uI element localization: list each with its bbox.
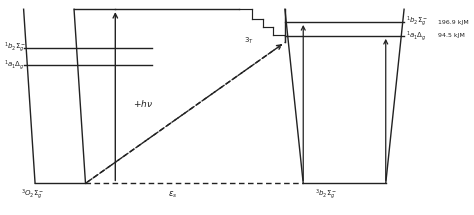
Text: $^3b_2\Sigma_g^-$: $^3b_2\Sigma_g^-$ [315,188,337,202]
Text: $3_T$: $3_T$ [244,36,254,46]
Text: $\epsilon_s$: $\epsilon_s$ [168,190,177,200]
Text: $^1a_1\Delta_g$: $^1a_1\Delta_g$ [406,29,427,43]
Text: $^1b_2\Sigma_g^-$: $^1b_2\Sigma_g^-$ [406,15,428,29]
Text: $+ h\nu$: $+ h\nu$ [133,98,153,109]
Text: 94.5 kJM: 94.5 kJM [438,34,465,38]
Text: $^1a_1\Delta_g$: $^1a_1\Delta_g$ [4,58,25,72]
Text: 196.9 kJM: 196.9 kJM [438,20,469,25]
Text: $^1b_2\Sigma_g^-$: $^1b_2\Sigma_g^-$ [4,40,27,55]
Text: $^3O_2\Sigma_g^-$: $^3O_2\Sigma_g^-$ [21,188,45,202]
